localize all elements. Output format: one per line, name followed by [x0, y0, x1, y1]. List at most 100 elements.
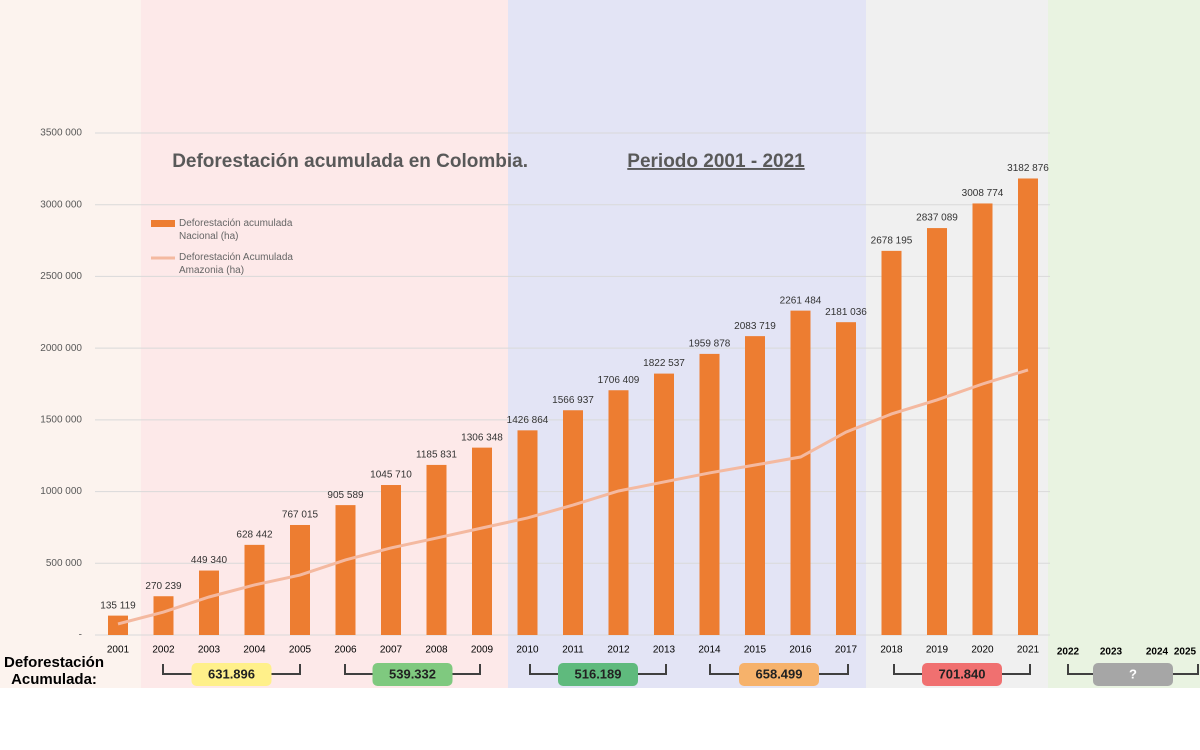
- x-tick-label: 2024: [1146, 647, 1169, 658]
- x-tick-label: 2025: [1174, 647, 1197, 658]
- y-tick-label: 2000 000: [40, 343, 82, 354]
- data-label: 3008 774: [962, 188, 1004, 199]
- bar: [608, 390, 629, 635]
- y-tick-label: 3500 000: [40, 128, 82, 139]
- y-tick-label: 2500 000: [40, 271, 82, 282]
- annotation-pill: [191, 663, 272, 686]
- data-label: 1185 831: [416, 450, 457, 461]
- x-tick-label: 2019: [926, 645, 949, 656]
- annotation-value: 658.499: [756, 666, 803, 681]
- x-tick-label: 2015: [744, 645, 767, 656]
- bar: [654, 373, 674, 635]
- data-label: 135 119: [100, 600, 136, 611]
- x-tick-label: 2006: [334, 645, 357, 656]
- x-tick-label: 2003: [198, 645, 221, 656]
- x-tick-label: 2012: [607, 645, 630, 656]
- period-bg: [508, 0, 866, 688]
- bar: [790, 310, 811, 635]
- data-label: 1959 878: [689, 339, 731, 350]
- bar: [881, 250, 902, 636]
- y-tick-label: 500 000: [46, 558, 83, 569]
- data-label: 767 015: [282, 510, 319, 521]
- bar: [927, 228, 947, 635]
- y-tick-label: 3000 000: [40, 199, 82, 210]
- footer-bg: [108, 688, 1200, 750]
- bar: [335, 505, 356, 635]
- x-tick-label: 2020: [971, 645, 994, 656]
- x-tick-label: 2004: [243, 645, 266, 656]
- data-label: 1306 348: [461, 432, 503, 443]
- x-tick-label: 2009: [471, 645, 494, 656]
- x-tick-label: 2002: [152, 645, 175, 656]
- data-label: 628 442: [236, 530, 273, 541]
- data-label: 2261 484: [780, 295, 822, 306]
- annotation-label: Deforestación Acumulada:: [3, 654, 105, 688]
- data-label: 449 340: [191, 555, 228, 566]
- annotation-pill: [739, 663, 819, 686]
- bar: [972, 203, 993, 635]
- x-tick-label: 2007: [380, 645, 403, 656]
- line: [117, 368, 1029, 626]
- data-label: 1426 864: [507, 415, 549, 426]
- annotation-pill: [372, 663, 453, 686]
- bar: [836, 322, 856, 635]
- data-label: 1045 710: [370, 470, 412, 481]
- data-label: 2083 719: [734, 321, 776, 332]
- x-tick-label: 2008: [425, 645, 448, 656]
- bar: [563, 410, 583, 635]
- bar: [699, 353, 720, 635]
- x-tick-label: 2021: [1017, 645, 1040, 656]
- x-tick-label: 2016: [789, 645, 812, 656]
- x-tick-label: 2005: [289, 645, 312, 656]
- legend-label: Deforestación Acumulada Amazonia (ha): [179, 252, 293, 276]
- data-label: 270 239: [145, 581, 182, 592]
- data-label: 3182 876: [1007, 163, 1049, 174]
- annotation-value: 701.840: [939, 666, 986, 681]
- x-tick-label: 2022: [1057, 647, 1080, 658]
- data-label: 1706 409: [598, 375, 640, 386]
- x-tick-label: 2013: [653, 645, 676, 656]
- annotation-value: 631.896: [208, 666, 255, 681]
- bar: [244, 544, 265, 635]
- data-label: 2181 036: [825, 307, 867, 318]
- annotation-value: 539.332: [389, 666, 436, 681]
- bar: [153, 596, 174, 635]
- bar: [290, 524, 310, 635]
- annotation-pill: [558, 663, 638, 686]
- annotation-pill: [922, 663, 1002, 686]
- data-label: 1566 937: [552, 395, 594, 406]
- data-label: 1822 537: [643, 358, 685, 369]
- x-tick-label: 2014: [698, 645, 721, 656]
- bar: [199, 570, 219, 635]
- annotation-value: 516.189: [575, 666, 622, 681]
- y-tick-label: 1000 000: [40, 486, 82, 497]
- legend-label: Deforestación acumulada Nacional (ha): [179, 218, 293, 242]
- chart-title: Deforestación acumulada en Colombia.: [172, 151, 528, 172]
- y-tick-label: 1500 000: [40, 414, 82, 425]
- x-tick-label: 2017: [835, 645, 858, 656]
- period-bg: [0, 0, 141, 688]
- bar: [108, 615, 128, 635]
- chart-subtitle: Periodo 2001 - 2021: [627, 151, 805, 172]
- bar: [1018, 178, 1038, 635]
- bar: [517, 430, 538, 635]
- data-label: 905 589: [327, 490, 364, 501]
- annotation-value: ?: [1129, 666, 1137, 681]
- data-label: 2678 195: [871, 236, 913, 247]
- period-bg: [1048, 0, 1200, 688]
- y-tick-label: -: [79, 630, 82, 641]
- x-tick-label: 2001: [107, 645, 130, 656]
- bar: [472, 447, 492, 635]
- legend-swatch: [151, 220, 175, 227]
- bar: [745, 336, 765, 635]
- x-tick-label: 2023: [1100, 647, 1123, 658]
- bar: [426, 464, 447, 635]
- data-label: 2837 089: [916, 213, 958, 224]
- bar: [381, 485, 401, 635]
- x-tick-label: 2011: [562, 645, 584, 656]
- x-tick-label: 2018: [880, 645, 903, 656]
- annotation-pill: [1093, 663, 1173, 686]
- x-tick-label: 2010: [516, 645, 539, 656]
